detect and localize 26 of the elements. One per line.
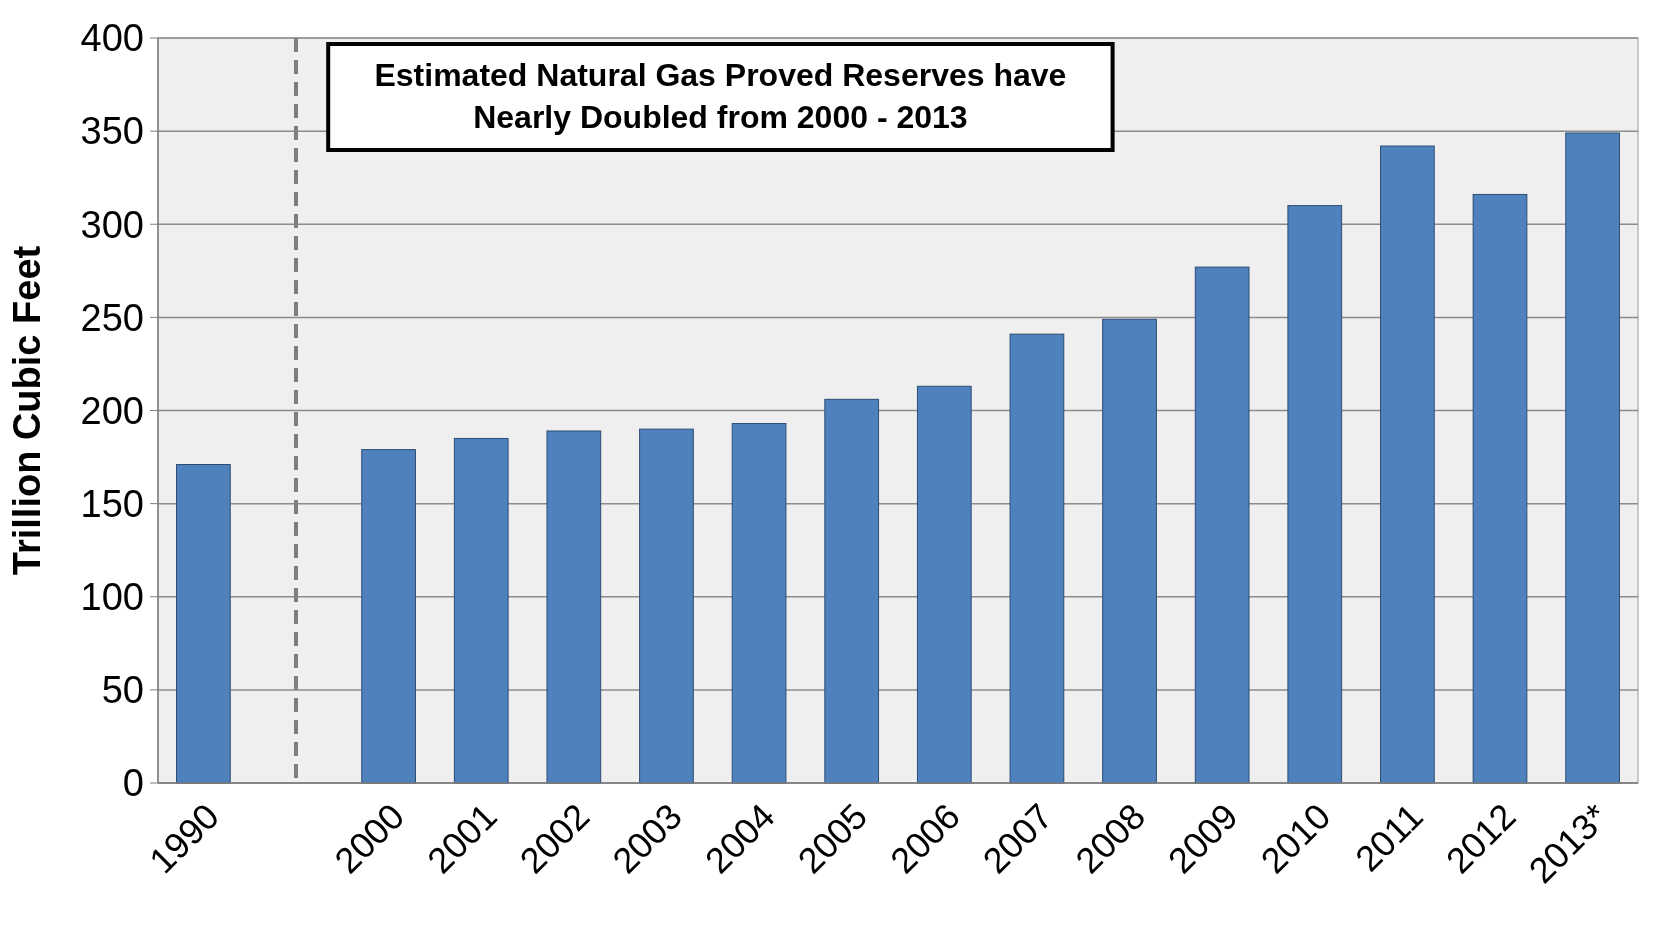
bar	[1287, 205, 1343, 784]
bar	[824, 398, 880, 784]
y-tick-label: 0	[122, 762, 144, 805]
bar	[546, 430, 602, 784]
bar	[453, 437, 509, 784]
y-tick-label: 300	[80, 203, 144, 246]
y-tick-label: 350	[80, 110, 144, 153]
bar	[1009, 333, 1065, 784]
y-tick-label: 200	[80, 389, 144, 432]
bar	[1472, 193, 1528, 784]
y-tick-label: 250	[80, 296, 144, 339]
bar	[1380, 145, 1435, 784]
bar	[731, 423, 787, 784]
bar	[1565, 132, 1620, 784]
bar	[1102, 318, 1157, 784]
y-tick-label: 400	[80, 17, 144, 60]
y-tick-label: 100	[80, 576, 144, 619]
bar	[1194, 266, 1250, 784]
bar	[176, 464, 231, 784]
y-tick-label: 50	[101, 669, 144, 712]
annotation: Estimated Natural Gas Proved Reserves have Nearly Doubled from 2000 - 2013	[374, 57, 1067, 135]
bar	[361, 449, 416, 784]
y-tick-label: 150	[80, 482, 144, 525]
y-axis-title: Trillion Cubic Feet	[6, 245, 48, 576]
bar	[639, 428, 694, 784]
bar	[916, 385, 972, 784]
